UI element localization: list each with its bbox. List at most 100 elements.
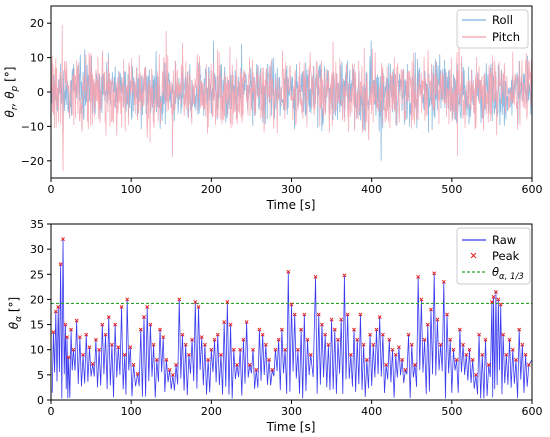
peak-marker (345, 312, 350, 317)
top-ytick-label: 20 (30, 17, 44, 30)
peak-marker (480, 352, 485, 357)
top-xtick-label: 400 (361, 183, 382, 196)
peak-marker (323, 332, 328, 337)
peak-marker (393, 352, 398, 357)
peak-marker (422, 337, 427, 342)
peak-marker (403, 367, 408, 372)
peak-marker (305, 337, 310, 342)
peak-marker (276, 337, 281, 342)
top-ylabel: θr, θp [°] (3, 67, 20, 118)
peak-marker (138, 327, 143, 332)
peak-marker (457, 327, 462, 332)
peak-marker (491, 294, 496, 299)
peak-marker (387, 337, 392, 342)
peak-marker (286, 269, 291, 274)
peak-marker (177, 297, 182, 302)
peak-marker (320, 322, 324, 327)
peak-marker (228, 322, 233, 327)
peak-marker (125, 297, 130, 302)
peak-marker (441, 279, 446, 284)
bottom-xtick-label: 0 (48, 405, 55, 418)
bottom-ytick-label: 20 (30, 293, 44, 306)
peak-marker (251, 347, 255, 352)
peak-marker (467, 347, 472, 352)
peak-marker (51, 330, 56, 335)
peak-marker (116, 345, 121, 350)
bottom-ytick-label: 15 (30, 319, 44, 332)
peak-marker (215, 332, 220, 337)
peak-marker (364, 357, 369, 362)
peak-marker (483, 337, 488, 342)
top-ytick-label: 10 (30, 52, 44, 65)
peak-marker (97, 347, 102, 352)
peak-marker (526, 362, 531, 367)
bottom-ytick-label: 35 (30, 218, 44, 231)
peak-marker (145, 305, 150, 309)
bottom-y-ticks: 0 5 10 15 20 25 30 35 (30, 218, 51, 407)
peak-marker (53, 309, 58, 314)
peak-marker (235, 362, 239, 367)
top-xtick-label: 200 (201, 183, 222, 196)
peak-marker (445, 312, 449, 317)
peak-marker (225, 300, 230, 304)
top-ytick-label: 0 (37, 86, 44, 99)
peak-marker (316, 312, 321, 317)
peak-marker (263, 342, 268, 347)
peak-marker (260, 332, 265, 337)
top-xtick-label: 600 (522, 183, 543, 196)
peak-marker (283, 347, 288, 352)
peak-marker (355, 337, 360, 342)
peak-marker (419, 297, 424, 302)
peak-marker (273, 347, 278, 352)
top-xtick-label: 300 (281, 183, 302, 196)
peak-marker (254, 367, 259, 372)
peak-marker (93, 337, 98, 342)
peak-marker (406, 332, 411, 337)
peak-marker (435, 317, 440, 322)
peak-marker (454, 357, 459, 362)
peak-marker (504, 352, 509, 357)
peak-marker (489, 300, 494, 304)
top-plot-area (50, 24, 533, 172)
peak-marker (110, 342, 114, 347)
peak-marker (400, 357, 405, 362)
peak-marker (371, 342, 376, 347)
top-ytick-label: −10 (21, 120, 44, 133)
peak-marker (167, 367, 172, 372)
peak-marker (342, 273, 347, 278)
bottom-xlabel: Time [s] (266, 420, 316, 434)
bottom-plot-area (51, 237, 533, 399)
peak-marker (326, 342, 331, 347)
peak-marker (496, 297, 501, 302)
peak-marker (409, 342, 414, 347)
top-chart: 0 100 200 300 400 500 600 −20 −10 0 10 20 Time [s]… (3, 5, 543, 212)
peak-marker (103, 332, 108, 337)
peak-marker (336, 337, 340, 342)
bottom-xtick-label: 100 (121, 405, 142, 418)
peak-marker (174, 362, 178, 367)
top-xlabel: Time [s] (266, 198, 316, 212)
peak-marker (413, 362, 417, 367)
bottom-xtick-label: 200 (201, 405, 222, 418)
peak-marker (61, 237, 65, 242)
peak-marker (74, 318, 79, 323)
legend-peak-label: Peak (492, 249, 520, 263)
peak-marker (154, 357, 159, 362)
peak-marker (231, 347, 236, 352)
peak-marker (170, 372, 175, 377)
peak-marker (206, 357, 211, 362)
peak-marker (212, 337, 217, 342)
peak-marker (100, 322, 105, 327)
peak-marker (292, 312, 297, 317)
peak-marker (507, 337, 512, 342)
peak-marker (270, 367, 275, 372)
bottom-chart: 0 100 200 300 400 500 600 0 5 10 15 20 25 30 35 Time … (7, 218, 543, 434)
peak-marker (501, 332, 506, 337)
top-xtick-label: 500 (441, 183, 462, 196)
peak-marker (71, 347, 76, 352)
bottom-ytick-label: 25 (30, 268, 44, 281)
peak-marker (429, 307, 433, 312)
peak-marker (358, 312, 363, 317)
peak-marker (416, 274, 421, 279)
peak-marker (279, 327, 284, 332)
